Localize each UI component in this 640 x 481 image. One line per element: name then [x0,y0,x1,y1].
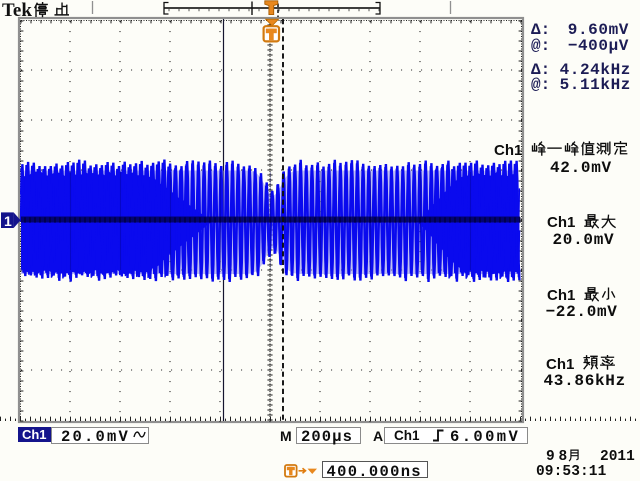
svg-text:1: 1 [4,213,12,229]
